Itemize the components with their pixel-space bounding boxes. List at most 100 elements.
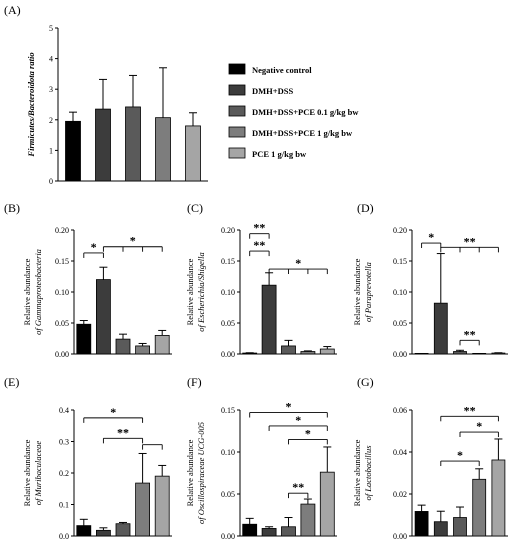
bar-series-2 <box>96 529 111 537</box>
bar-series-2 <box>95 108 111 182</box>
bar-series-5 <box>154 475 170 537</box>
bar-series-2 <box>433 521 448 537</box>
panel-d: (D) 0.00 0.05 0.10 0.15 0.20 Relative abundanc… <box>352 201 508 359</box>
panel-label: (E) <box>4 375 19 389</box>
y-tick-label: 0.05 <box>55 319 69 328</box>
y-tick-label: 0.05 <box>221 490 235 499</box>
y-tick-label: 0.00 <box>393 532 407 541</box>
y-tick-label: 0.00 <box>55 350 69 359</box>
y-tick-label: 0.2 <box>59 469 69 478</box>
significance-label: * <box>130 234 136 248</box>
bar-series-4 <box>135 482 151 537</box>
panel-label: (A) <box>4 3 21 17</box>
y-axis-title: Relative abundance <box>22 258 32 325</box>
legend-label-4: DMH+DSS+PCE 1 g/kg bw <box>252 128 353 138</box>
y-tick-label: 1 <box>49 146 53 155</box>
legend-swatch-5 <box>228 147 246 159</box>
legend-swatch-3 <box>228 105 246 117</box>
legend-label-1: Negative control <box>252 65 312 75</box>
bar-series-1 <box>65 120 81 182</box>
y-tick-label: 0.10 <box>221 448 235 457</box>
legend-swatch-4 <box>228 126 246 138</box>
panel-e: (E) 0.0 0.1 0.2 0.3 0.4 Relative abundance of M… <box>4 375 172 541</box>
y-tick-label: 0.15 <box>393 257 407 266</box>
panel-label: (F) <box>187 375 202 389</box>
y-tick-label: 0.10 <box>221 288 235 297</box>
y-tick-label: 0.04 <box>393 448 407 457</box>
panel-label: (B) <box>4 201 20 215</box>
bar-series-3 <box>115 338 131 355</box>
significance-label: * <box>295 413 301 427</box>
y-axis-title: Relative abundance <box>352 439 362 506</box>
significance-label: * <box>457 448 463 462</box>
y-axis-title: of Muribaculaceae <box>33 441 43 506</box>
y-tick-label: 0.3 <box>59 438 69 447</box>
y-tick-label: 0.05 <box>393 319 407 328</box>
bar-series-2 <box>261 284 277 355</box>
panel-label: (D) <box>357 201 374 215</box>
y-axis-title: Relative abundance <box>22 439 32 506</box>
bar-series-3 <box>281 526 296 537</box>
significance-label: ** <box>253 238 265 252</box>
bar-series-5 <box>319 471 335 537</box>
panel-f: (F) 0.00 0.05 0.10 0.15 Relative abundance of … <box>185 375 337 541</box>
y-tick-label: 0.00 <box>393 350 407 359</box>
y-tick-label: 0.05 <box>221 319 235 328</box>
bar-series-4 <box>472 478 487 537</box>
bar-series-1 <box>242 523 258 537</box>
bar-series-4 <box>135 345 151 355</box>
bar-series-1 <box>414 511 429 537</box>
y-tick-label: 0.02 <box>393 490 407 499</box>
y-axis-title: Relative abundance <box>352 258 362 325</box>
y-tick-label: 0.10 <box>55 288 69 297</box>
panels: (A) 0 1 2 3 4 5 Firmicutes/Bacteroidota ratio (B… <box>4 3 508 541</box>
y-tick-label: 0.0 <box>59 532 69 541</box>
y-tick-label: 0.10 <box>393 288 407 297</box>
y-tick-label: 3 <box>49 85 53 94</box>
y-tick-label: 2 <box>49 116 53 125</box>
bar-series-3 <box>115 523 131 537</box>
significance-label: ** <box>292 480 304 494</box>
significance-label: ** <box>464 234 476 248</box>
bar-series-5 <box>319 348 335 355</box>
bar-series-3 <box>453 517 467 537</box>
legend-swatch-2 <box>228 84 246 96</box>
y-tick-label: 0.4 <box>59 406 69 415</box>
y-tick-label: 0.20 <box>55 226 69 235</box>
significance-label: * <box>295 256 301 270</box>
bar-series-5 <box>185 125 201 182</box>
significance-label: * <box>476 419 482 433</box>
panel-g: (G) 0.00 0.02 0.04 0.06 Relative abundance of … <box>352 375 508 541</box>
y-axis-title: of Paraprevotella <box>363 262 373 322</box>
y-tick-label: 0.20 <box>393 226 407 235</box>
y-tick-label: 5 <box>49 24 53 33</box>
bar-series-5 <box>491 459 506 537</box>
bar-series-1 <box>76 525 92 537</box>
legend-swatch-1 <box>228 63 246 75</box>
significance-label: * <box>91 240 97 254</box>
panel-b: (B) 0.00 0.05 0.10 0.15 0.20 Relative abundanc… <box>4 201 172 359</box>
y-axis-title: of Gammaproteobacteria <box>33 249 43 335</box>
significance-label: ** <box>117 425 129 439</box>
legend-label-2: DMH+DSS <box>252 86 293 96</box>
y-tick-label: 0.15 <box>221 257 235 266</box>
legend: Negative control DMH+DSS DMH+DSS+PCE 0.1 g… <box>228 63 359 159</box>
y-tick-label: 0 <box>49 177 53 186</box>
legend-label-3: DMH+DSS+PCE 0.1 g/kg bw <box>252 107 359 117</box>
panel-a: (A) 0 1 2 3 4 5 Firmicutes/Bacteroidota ratio <box>4 3 208 186</box>
bar-series-1 <box>76 323 92 355</box>
bar-series-3 <box>453 351 467 355</box>
bar-series-2 <box>96 279 111 355</box>
significance-label: * <box>110 405 116 419</box>
bar-series-4 <box>155 117 171 182</box>
y-tick-label: 4 <box>49 55 53 64</box>
bar-series-5 <box>154 334 170 355</box>
significance-label: * <box>305 426 311 440</box>
bar-series-4 <box>300 503 316 537</box>
y-axis-title: Relative abundance <box>185 439 195 506</box>
bar-series-3 <box>125 106 141 182</box>
significance-label: * <box>286 400 292 414</box>
y-tick-label: 0.00 <box>221 532 235 541</box>
y-axis-title: Relative abundance <box>185 258 195 325</box>
